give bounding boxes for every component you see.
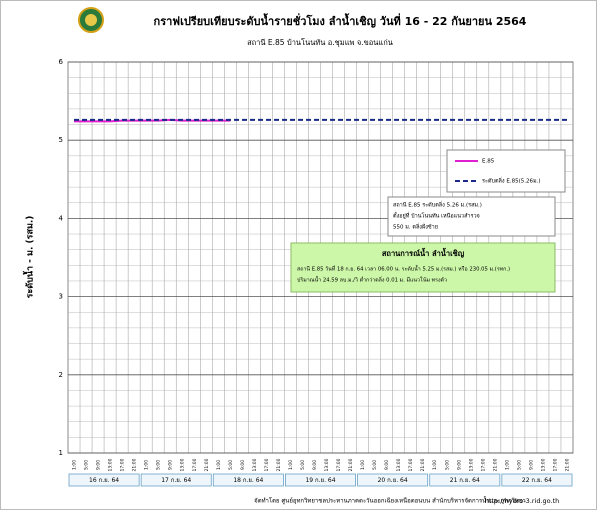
day-label: 18 ก.ย. 64 [233,477,263,484]
x-tick-label: 9:00 [384,460,390,470]
x-tick-label: 17:00 [408,458,414,471]
day-box [140,473,212,487]
x-tick-label: 17:00 [264,458,270,471]
day-box [357,473,429,487]
status-title: สถานการณ์น้ำ ลำน้ำเชิญ [382,247,465,258]
x-tick-label: 17:00 [480,458,486,471]
day-label: 22 ก.ย. 64 [522,477,552,484]
x-tick-label: 13:00 [468,458,474,471]
day-box [501,473,573,487]
day-box [68,473,140,487]
y-tick-label: 1 [59,449,63,457]
y-tick-label: 3 [59,293,63,301]
x-tick-label: 17:00 [552,458,558,471]
logo [78,7,104,33]
annotation-box [387,196,556,237]
day-box [212,473,284,487]
x-tick-label: 9:00 [168,460,174,470]
x-tick-label: 1:00 [360,460,366,470]
x-tick-label: 9:00 [96,460,102,470]
x-tick-label: 13:00 [540,458,546,471]
x-tick-label: 13:00 [180,458,186,471]
url: http://hydro-3.rid.go.th [485,497,560,505]
x-tick-label: 5:00 [228,460,234,470]
x-tick-label: 21:00 [420,458,426,471]
day-box [285,473,356,487]
y-tick-label: 5 [59,136,63,144]
x-tick-label: 17:00 [192,458,198,471]
status-line: สถานี E.85 วันที่ 18 ก.ย. 64 เวลา 06.00 … [297,265,510,273]
x-tick-label: 13:00 [324,458,330,471]
y-tick-label: 2 [59,371,63,379]
status-box [290,242,556,293]
x-tick-label: 21:00 [492,458,498,471]
x-tick-label: 5:00 [444,460,450,470]
x-tick-label: 1:00 [72,460,78,470]
x-tick-label: 9:00 [240,460,246,470]
annotation-text: สถานี E.85 ระดับตลิ่ง 5.26 ม.(รสม.) [393,201,482,209]
day-box [429,473,501,487]
x-tick-label: 21:00 [276,458,282,471]
legend-label: ระดับตลิ่ง E.85(5.26ม.) [482,177,540,185]
x-tick-label: 9:00 [528,460,534,470]
x-tick-label: 13:00 [396,458,402,471]
x-tick-label: 1:00 [144,460,150,470]
chart-subtitle: สถานี E.85 บ้านโนนทัน อ.ชุมแพ จ.ขอนแก่น [247,38,393,47]
x-tick-label: 5:00 [372,460,378,470]
x-tick-label: 1:00 [432,460,438,470]
x-tick-label: 17:00 [120,458,126,471]
x-tick-label: 21:00 [204,458,210,471]
legend-label: E.85 [482,159,495,165]
x-tick-label: 17:00 [336,458,342,471]
footer: จัดทำโดย ศูนย์อุทกวิทยาชลประทานภาคตะวันอ… [254,495,526,505]
day-label: 21 ก.ย. 64 [450,477,480,484]
x-tick-label: 5:00 [84,460,90,470]
x-tick-label: 9:00 [312,460,318,470]
x-tick-label: 21:00 [348,458,354,471]
x-tick-label: 9:00 [456,460,462,470]
y-tick-label: 4 [59,214,64,222]
x-tick-label: 1:00 [216,460,222,470]
day-label: 17 ก.ย. 64 [161,477,191,484]
day-label: 19 ก.ย. 64 [305,477,335,484]
x-tick-label: 5:00 [156,460,162,470]
y-tick-label: 6 [59,58,64,66]
x-tick-label: 1:00 [504,460,510,470]
x-tick-label: 13:00 [252,458,258,471]
x-tick-label: 21:00 [132,458,138,471]
x-tick-label: 1:00 [288,460,294,470]
legend-box [446,149,566,193]
day-label: 20 ก.ย. 64 [378,477,408,484]
annotation-text: ตั้งอยู่ที่ บ้านโนนทัน เหนือแนวสำรวจ [393,212,480,220]
x-tick-label: 5:00 [516,460,522,470]
annotation-text: 550 ม. ตลิ่งฝั่งซ้าย [393,223,438,231]
status-line: ปริมาณน้ำ 24.59 ลบ.ม./วิ ต่ำกว่าตลิ่ง 0.… [297,276,447,284]
x-tick-label: 21:00 [564,458,570,471]
x-tick-label: 5:00 [300,460,306,470]
y-axis-label: ระดับน้ำ - ม. (รสม.) [23,216,36,299]
chart-title: กราฟเปรียบเทียบระดับน้ำรายชั่วโมง ลำน้ำเ… [154,13,527,28]
x-tick-label: 13:00 [108,458,114,471]
day-label: 16 ก.ย. 64 [89,477,119,484]
